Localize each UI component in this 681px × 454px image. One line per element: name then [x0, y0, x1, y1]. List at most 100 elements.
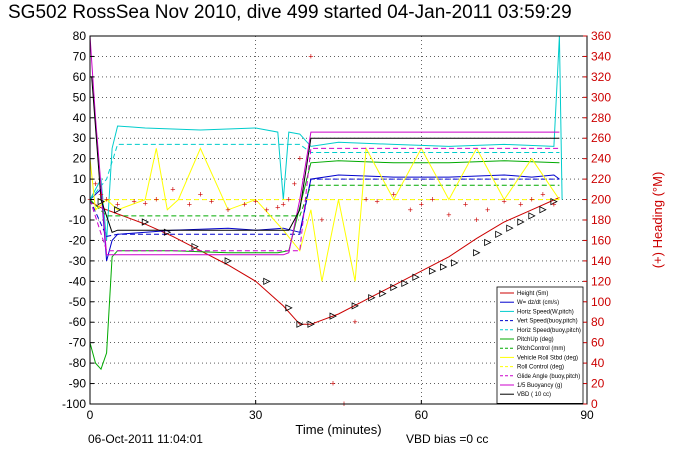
direction-marker [517, 218, 525, 226]
heading-point: + [187, 200, 192, 210]
legend-label: 1/5 Buoyancy (g) [517, 383, 562, 389]
y-right-tick-label: 160 [591, 233, 611, 247]
y-left-tick-label: -10 [69, 213, 87, 227]
legend: Height (5m) W= dz/dt (cm/s) Horiz Speed(W,… [496, 286, 584, 404]
y-right-tick-label: 40 [591, 356, 605, 370]
heading-point: + [98, 189, 103, 199]
heading-point: + [242, 200, 247, 210]
direction-marker [191, 242, 199, 251]
direction-marker [329, 312, 337, 320]
direction-marker [412, 273, 420, 281]
y-left-tick-label: -30 [69, 254, 87, 268]
x-tick-label: 0 [87, 408, 94, 422]
y-right-tick-label: 320 [591, 70, 611, 84]
heading-point: + [352, 317, 357, 327]
direction-marker [263, 277, 271, 285]
y-left-tick-label: 0 [79, 193, 86, 207]
heading-point: + [115, 200, 120, 210]
direction-marker [528, 212, 536, 220]
series-line [89, 174, 560, 262]
y-right-axis-label: (+) Heading (°M) [650, 172, 665, 269]
y-left-tick-label: 30 [73, 131, 87, 145]
y-right-tick-label: 180 [591, 213, 611, 227]
y-left-tick-label: -70 [69, 336, 87, 350]
heading-point: + [253, 197, 258, 207]
direction-marker [141, 218, 150, 226]
series-line [89, 197, 560, 325]
y-left-tick-label: -60 [69, 315, 87, 329]
y-right-tick-label: 100 [591, 295, 611, 309]
y-right-tick-label: 260 [591, 131, 611, 145]
legend-label: Roll Control (deg) [517, 365, 564, 371]
y-right-tick-label: 120 [591, 274, 611, 288]
direction-marker [440, 263, 448, 271]
heading-point: + [551, 200, 556, 210]
y-right-tick-label: 280 [591, 111, 611, 125]
x-tick-label: 90 [580, 408, 594, 422]
y-right-tick-label: 140 [591, 254, 611, 268]
heading-point: + [529, 195, 534, 205]
series-line [89, 184, 560, 217]
heading-point: + [463, 200, 468, 210]
y-left-tick-label: -80 [69, 356, 87, 370]
series-line [89, 35, 563, 241]
heading-point: + [430, 195, 435, 205]
direction-marker [285, 304, 293, 312]
heading-point: + [308, 51, 313, 61]
series-line [89, 160, 560, 371]
heading-point: + [198, 189, 203, 199]
series-line [89, 178, 560, 237]
heading-point: + [93, 179, 98, 189]
heading-point: + [446, 210, 451, 220]
heading-point: + [485, 205, 490, 215]
heading-point: + [132, 197, 137, 207]
legend-label: W= dz/dt (cm/s) [517, 300, 559, 306]
legend-label: Horiz Speed(W,pitch) [517, 309, 574, 315]
y-left-tick-label: -50 [69, 295, 87, 309]
heading-point: + [264, 205, 269, 215]
y-left-tick-label: 50 [73, 90, 87, 104]
y-left-tick-label: 10 [73, 172, 87, 186]
y-left-tick-label: 40 [73, 111, 87, 125]
y-left-tick-label: 80 [73, 29, 87, 43]
direction-marker [114, 206, 122, 214]
direction-marker [163, 228, 172, 236]
y-left-tick-label: 60 [73, 70, 87, 84]
heading-points: +++++ + + +++++++ ++ + ++++++++++ ++++++++++ +++… [87, 51, 556, 409]
y-right-tick-label: 220 [591, 172, 611, 186]
y-right-tick-label: 0 [591, 397, 598, 411]
heading-point: + [281, 200, 286, 210]
direction-marker [351, 302, 359, 310]
y-right-tick-label: 240 [591, 152, 611, 166]
y-right-tick-label: 20 [591, 377, 605, 391]
y-left-tick-label: -100 [62, 397, 86, 411]
legend-label: Height (5m) [517, 291, 548, 297]
direction-marker [390, 283, 398, 292]
direction-marker [428, 267, 437, 275]
y-right-tick-label: 200 [591, 193, 611, 207]
direction-marker [307, 320, 315, 328]
heading-point: + [319, 215, 324, 225]
series-line [89, 35, 560, 256]
heading-point: + [363, 195, 368, 205]
heading-point: + [297, 154, 302, 164]
y-left-tick-label: 70 [73, 49, 87, 63]
heading-point: + [518, 200, 523, 210]
heading-point: + [375, 197, 380, 207]
direction-marker [379, 289, 387, 298]
axes: -100-90-80-70-60-50-40-30-20-10010203040… [62, 29, 665, 437]
direction-marker [451, 259, 459, 267]
x-tick-label: 30 [249, 408, 263, 422]
heading-point: + [502, 197, 507, 207]
y-left-tick-label: -20 [69, 233, 87, 247]
direction-marker [224, 257, 232, 265]
series-line [89, 146, 560, 282]
y-right-tick-label: 300 [591, 90, 611, 104]
heading-point: + [286, 195, 291, 205]
legend-label: Vehicle Roll Stbd (deg) [517, 355, 578, 361]
footer-vbd-bias: VBD bias =0 cc [406, 432, 489, 446]
legend-label: Glide Angle (buoy,pitch) [517, 374, 580, 380]
triangle-markers [97, 197, 558, 328]
direction-marker [97, 197, 105, 206]
heading-point: + [104, 195, 109, 205]
